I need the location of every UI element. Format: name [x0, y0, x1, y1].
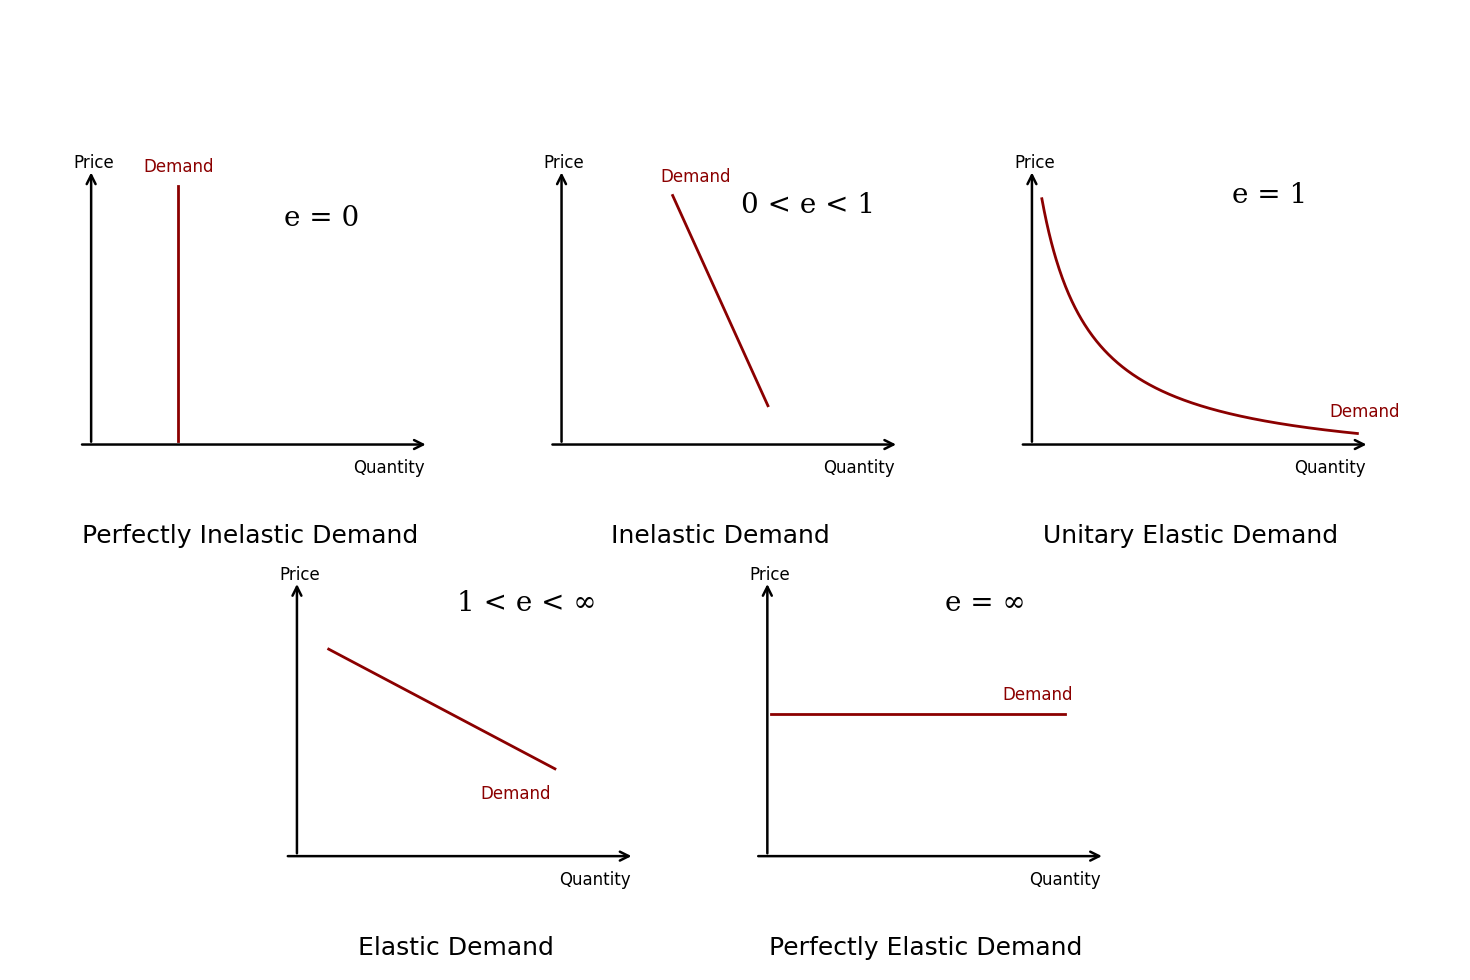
- Text: Demand: Demand: [1330, 403, 1399, 421]
- Text: 0 < e < 1: 0 < e < 1: [741, 192, 875, 219]
- Text: Perfectly Elastic Demand: Perfectly Elastic Demand: [769, 936, 1083, 959]
- Text: Perfectly Inelastic Demand: Perfectly Inelastic Demand: [82, 524, 417, 548]
- Text: e = 0: e = 0: [284, 205, 359, 231]
- Text: Inelastic Demand: Inelastic Demand: [612, 524, 829, 548]
- Text: Price: Price: [279, 565, 320, 584]
- Text: Price: Price: [544, 154, 585, 172]
- Text: Price: Price: [74, 154, 115, 172]
- Text: Quantity: Quantity: [823, 459, 895, 477]
- Text: Quantity: Quantity: [559, 870, 631, 889]
- Text: e = ∞: e = ∞: [945, 590, 1026, 617]
- Text: Price: Price: [750, 565, 791, 584]
- Text: Quantity: Quantity: [1294, 459, 1366, 477]
- Text: Demand: Demand: [1003, 686, 1073, 704]
- Text: Unitary Elastic Demand: Unitary Elastic Demand: [1044, 524, 1338, 548]
- Text: Demand: Demand: [143, 158, 213, 176]
- Text: Quantity: Quantity: [353, 459, 425, 477]
- Text: Price: Price: [1014, 154, 1055, 172]
- Text: 1 < e < ∞: 1 < e < ∞: [457, 590, 597, 617]
- Text: e = 1: e = 1: [1232, 182, 1308, 209]
- Text: Elastic Demand: Elastic Demand: [357, 936, 554, 959]
- Text: Demand: Demand: [481, 785, 550, 803]
- Text: Demand: Demand: [660, 168, 731, 186]
- Text: Quantity: Quantity: [1029, 870, 1101, 889]
